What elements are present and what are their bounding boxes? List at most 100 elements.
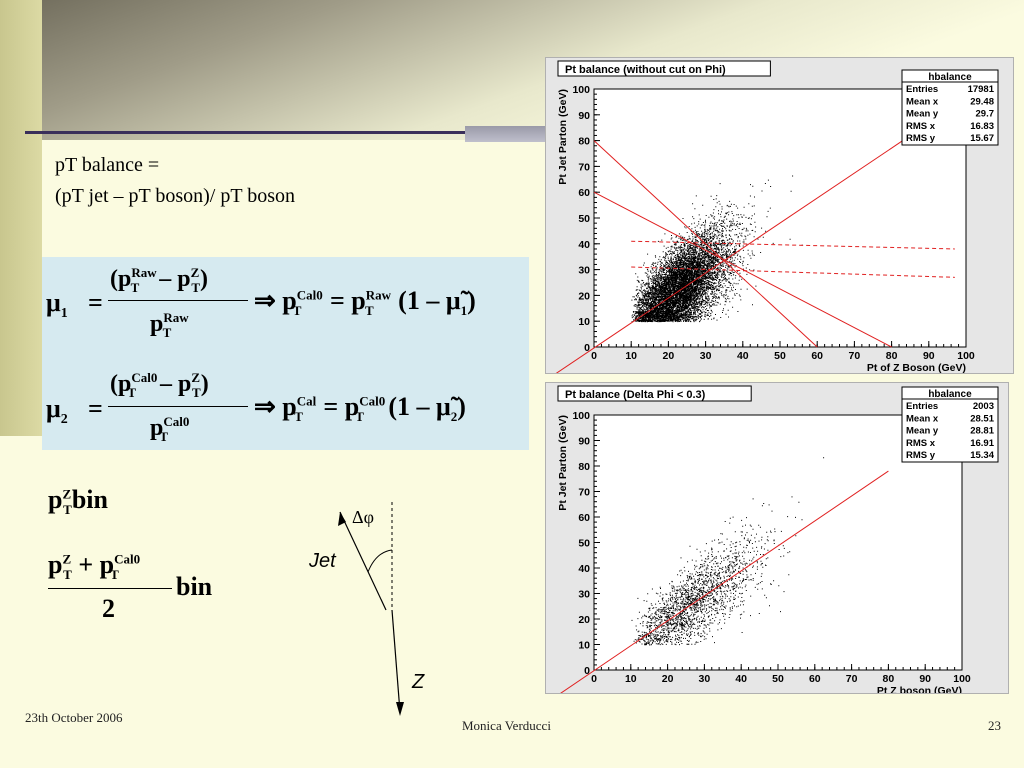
- stats-value: 15.67: [970, 133, 994, 144]
- eq2-equals: =: [88, 394, 103, 423]
- y-tick-label: 0: [584, 665, 590, 677]
- x-axis-label: Pt of Z Boson (GeV): [867, 362, 966, 373]
- bin-formula-2-denominator: 2: [102, 594, 115, 623]
- z-arrow: [391, 609, 401, 713]
- eq2-fraction-bar: [108, 406, 248, 407]
- plot-title-box: [557, 60, 771, 77]
- footer-author: Monica Verducci: [462, 718, 551, 733]
- eq1-equals: =: [88, 288, 103, 317]
- y-tick-label: 60: [578, 187, 590, 199]
- stats-value: 16.83: [970, 121, 994, 132]
- y-tick-label: 50: [578, 538, 590, 550]
- stats-value: 15.34: [970, 450, 994, 461]
- eq1-numerator: (pRawT – pZT): [110, 265, 208, 295]
- x-tick-label: 0: [591, 350, 597, 362]
- stats-key: Mean x: [906, 413, 939, 424]
- bin-fraction-bar: [48, 588, 172, 589]
- left-accent-bar: [0, 0, 42, 436]
- y-tick-label: 0: [584, 342, 590, 354]
- red-guide-line: [593, 191, 892, 348]
- red-guide-line: [631, 266, 955, 278]
- scatter-points: [631, 457, 825, 646]
- y-tick-label: 90: [578, 110, 590, 122]
- x-tick-label: 20: [663, 350, 675, 362]
- x-tick-label: 100: [957, 350, 975, 362]
- y-tick-label: 40: [578, 239, 590, 251]
- delta-phi-diagram: [338, 502, 404, 716]
- delta-phi-label: Δφ: [352, 507, 374, 527]
- x-tick-label: 60: [811, 350, 823, 362]
- x-tick-label: 30: [700, 350, 712, 362]
- x-tick-label: 80: [883, 673, 895, 685]
- y-tick-label: 60: [578, 512, 590, 524]
- jet-label: Jet: [309, 550, 336, 572]
- red-guide-line: [631, 240, 955, 250]
- title-rule: [25, 131, 465, 134]
- stats-value: 28.51: [970, 413, 994, 424]
- y-tick-label: 70: [578, 161, 590, 173]
- plot-2-svg: Pt balance (Delta Phi < 0.3) 00 10 10 20 20 30…: [557, 385, 999, 693]
- eq1-fraction-bar: [108, 300, 248, 301]
- x-tick-label: 30: [699, 673, 711, 685]
- x-tick-label: 80: [886, 350, 898, 362]
- angle-arc: [367, 549, 393, 573]
- stats-value: 28.81: [970, 426, 994, 437]
- y-tick-label: 100: [572, 84, 590, 96]
- eq2-rhs: ⇒ pCalT = pCal0T (1 – μ̃2): [254, 392, 466, 425]
- x-tick-label: 60: [809, 673, 821, 685]
- y-tick-label: 100: [572, 410, 590, 422]
- x-tick-label: 0: [591, 673, 597, 685]
- y-tick-label: 30: [578, 265, 590, 277]
- plot-2: Pt balance (Delta Phi < 0.3) 0 0 10 10 20 20 30…: [545, 382, 1009, 694]
- stats-key: Mean y: [906, 426, 939, 437]
- formula-box: [42, 257, 529, 450]
- eq2-lhs: μ2: [46, 394, 68, 428]
- y-tick-label: 80: [578, 461, 590, 473]
- x-tick-label: 10: [625, 673, 637, 685]
- plot-1: Pt balance (without cut on Phi) 0 0 10 10 20 2…: [545, 57, 1014, 374]
- plot-title-box: [557, 385, 752, 402]
- plot-1-svg: Pt balance (without cut on Phi) 00 10 10 20 2…: [555, 60, 999, 373]
- bin-formula-2-word: bin: [176, 572, 213, 601]
- jet-arrowhead: [338, 512, 346, 526]
- red-guide-line: [555, 140, 904, 373]
- bin-formula-1: pZTbin: [48, 485, 108, 518]
- x-tick-label: 40: [737, 350, 749, 362]
- stats-value: 29.48: [970, 96, 994, 107]
- stats-key: RMS x: [906, 438, 936, 449]
- y-tick-label: 90: [578, 436, 590, 448]
- x-tick-label: 40: [735, 673, 747, 685]
- footer-page-number: 23: [988, 718, 1001, 733]
- x-tick-label: 70: [846, 673, 858, 685]
- plot-title: Pt balance (without cut on Phi): [565, 64, 726, 76]
- y-axis-label: Pt Jet Parton (GeV): [557, 415, 569, 511]
- x-tick-label: 10: [625, 350, 637, 362]
- x-axis-label: Pt Z boson (GeV): [877, 685, 962, 693]
- title-line-2: (pT jet – pT boson)/ pT boson: [55, 185, 295, 207]
- stats-key: RMS y: [906, 133, 936, 144]
- eq2-numerator: (pCal0T – pZT): [110, 370, 209, 400]
- bin-formula-2-numerator: pZT + pCal0T: [48, 550, 141, 583]
- y-tick-label: 10: [578, 640, 590, 652]
- x-tick-label: 90: [923, 350, 935, 362]
- footer-date: 23th October 2006: [25, 710, 123, 725]
- stats-value: 17981: [968, 84, 995, 95]
- stats-key: RMS y: [906, 450, 936, 461]
- stats-key: Mean y: [906, 109, 939, 120]
- eq1-lhs: μ1: [46, 288, 68, 322]
- eq2-denominator: pCal0T: [150, 414, 190, 444]
- stats-key: Entries: [906, 84, 938, 95]
- scatter-points: [631, 175, 803, 323]
- jet-arrow: [339, 511, 387, 611]
- stats-title: hbalance: [928, 389, 972, 400]
- stats-key: RMS x: [906, 121, 936, 132]
- y-axis-label: Pt Jet Parton (GeV): [557, 89, 569, 185]
- red-guide-line: [593, 140, 818, 348]
- z-arrowhead: [396, 702, 404, 716]
- x-tick-label: 50: [772, 673, 784, 685]
- x-tick-label: 70: [849, 350, 861, 362]
- y-tick-label: 80: [578, 136, 590, 148]
- y-tick-label: 40: [578, 563, 590, 575]
- y-tick-label: 20: [578, 290, 590, 302]
- y-tick-label: 50: [578, 213, 590, 225]
